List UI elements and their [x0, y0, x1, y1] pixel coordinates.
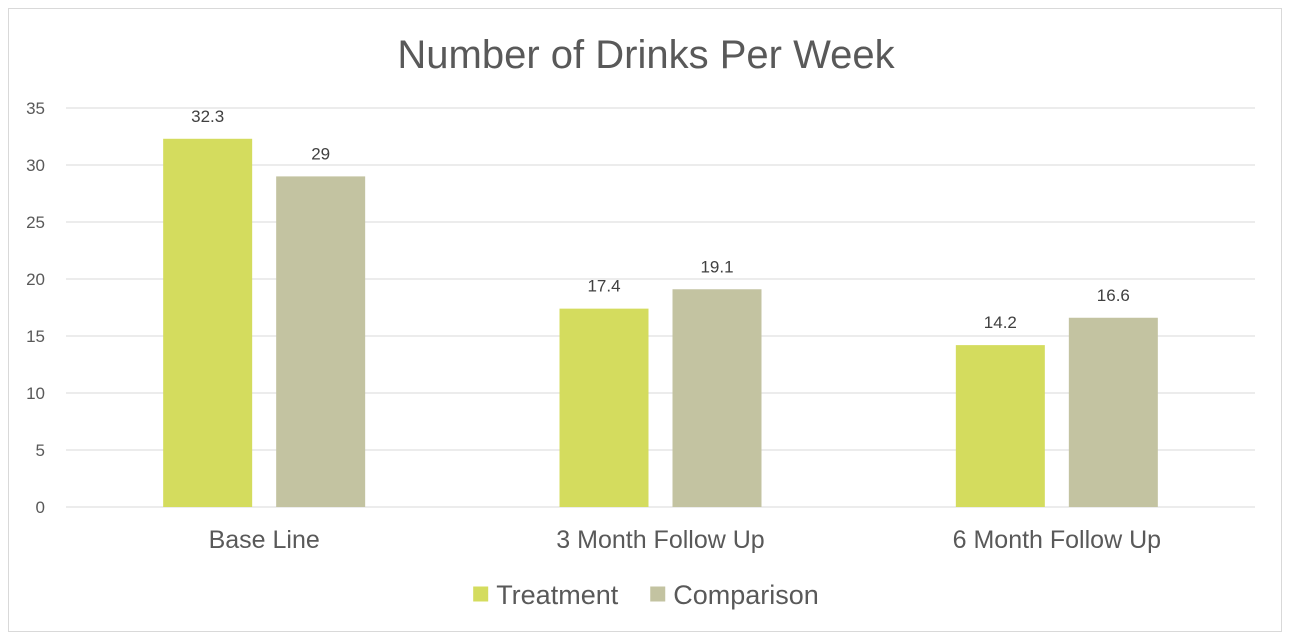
bar-comparison-2 — [1068, 317, 1158, 507]
category-label: 3 Month Follow Up — [556, 526, 764, 554]
data-label: 29 — [311, 144, 330, 163]
data-label: 16.6 — [1097, 286, 1130, 305]
legend-swatch — [650, 586, 666, 602]
legend-swatch — [473, 586, 489, 602]
data-label: 32.3 — [191, 107, 224, 126]
y-tick-label: 15 — [26, 327, 45, 346]
legend-label: Comparison — [673, 580, 819, 610]
gridlines — [66, 107, 1255, 508]
y-tick-label: 30 — [26, 156, 45, 175]
data-label: 17.4 — [587, 277, 620, 296]
category-label: Base Line — [209, 526, 320, 554]
bar-comparison-0 — [276, 176, 366, 507]
y-tick-label: 20 — [26, 270, 45, 289]
data-label: 14.2 — [984, 313, 1017, 332]
data-label: 19.1 — [700, 257, 733, 276]
category-label: 6 Month Follow Up — [953, 526, 1161, 554]
y-axis-ticks: 0 5 10 15 20 25 30 35 — [26, 99, 45, 517]
y-tick-label: 10 — [26, 384, 45, 403]
y-tick-label: 5 — [36, 441, 45, 460]
data-labels: 32.3 29 17.4 19.1 14.2 16.6 — [191, 107, 1130, 332]
y-tick-label: 35 — [26, 99, 45, 118]
bar-comparison-1 — [672, 289, 762, 507]
bars — [163, 138, 1158, 507]
category-labels: Base Line 3 Month Follow Up 6 Month Follow… — [209, 526, 1161, 554]
y-tick-label: 25 — [26, 213, 45, 232]
legend-item-comparison: Comparison — [650, 580, 819, 610]
legend-label: Treatment — [496, 580, 619, 610]
bar-treatment-2 — [955, 345, 1045, 507]
y-tick-label: 0 — [36, 498, 45, 517]
legend: Treatment Comparison — [473, 580, 819, 610]
bar-treatment-1 — [559, 308, 649, 507]
chart-title: Number of Drinks Per Week — [397, 33, 895, 77]
bar-treatment-0 — [163, 138, 253, 507]
legend-item-treatment: Treatment — [473, 580, 619, 610]
